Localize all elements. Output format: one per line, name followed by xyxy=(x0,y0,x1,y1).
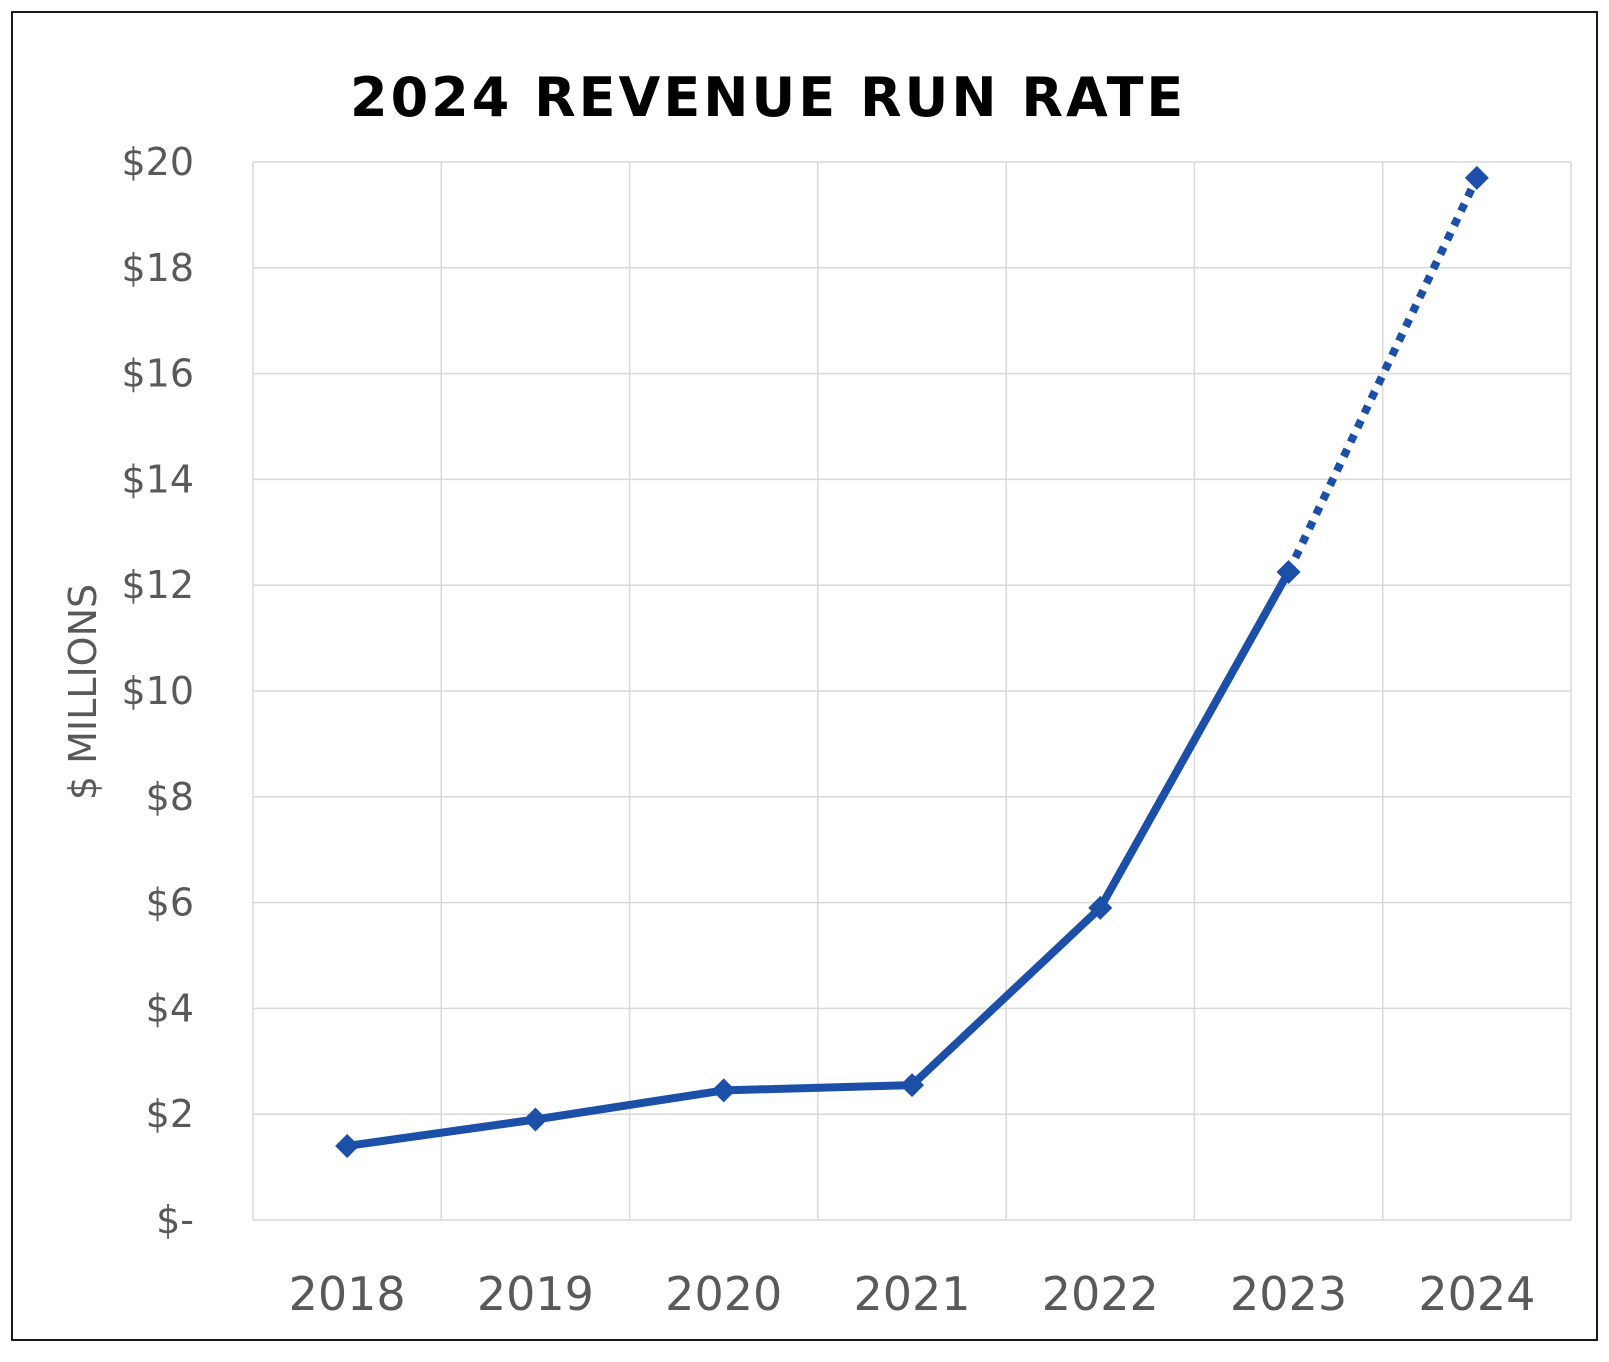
y-tick-label: $8 xyxy=(146,775,194,819)
chart-title: 2024 REVENUE RUN RATE xyxy=(350,66,1186,129)
y-axis-title: $ MILLIONS xyxy=(61,584,105,800)
y-tick-label: $14 xyxy=(121,457,194,501)
data-point-marker xyxy=(711,1078,736,1103)
data-point-marker xyxy=(1464,165,1489,190)
x-tick-label: 2023 xyxy=(1230,1267,1347,1321)
y-tick-label: $4 xyxy=(146,986,194,1030)
x-tick-label: 2022 xyxy=(1042,1267,1159,1321)
x-tick-label: 2018 xyxy=(289,1267,406,1321)
y-axis-ticks: $- $2 $4 $6 $8 $10 $12 $14 $16 $18 $20 xyxy=(121,140,194,1242)
x-axis-ticks: 2018 2019 2020 2021 2022 2023 2024 xyxy=(289,1267,1536,1321)
x-tick-label: 2020 xyxy=(665,1267,782,1321)
x-tick-label: 2024 xyxy=(1418,1267,1535,1321)
chart-frame xyxy=(11,11,1598,1341)
marker-layer xyxy=(335,165,1489,1158)
series-line-actual xyxy=(343,567,1293,1150)
y-tick-label: $16 xyxy=(121,352,194,396)
data-point-marker xyxy=(523,1107,548,1132)
y-tick-label: $2 xyxy=(146,1092,194,1136)
y-tick-label: $- xyxy=(156,1198,194,1242)
data-point-marker xyxy=(1088,895,1113,920)
y-tick-label: $20 xyxy=(121,140,194,184)
data-point-marker xyxy=(900,1073,924,1098)
data-point-marker xyxy=(1276,559,1301,584)
x-tick-label: 2021 xyxy=(853,1267,970,1321)
x-tick-label: 2019 xyxy=(477,1267,594,1321)
y-tick-label: $18 xyxy=(121,246,194,290)
gridlines xyxy=(252,161,1572,1221)
series-layer xyxy=(343,176,1481,1150)
y-tick-label: $10 xyxy=(121,669,194,713)
y-tick-label: $12 xyxy=(121,563,194,607)
y-tick-label: $6 xyxy=(146,881,194,925)
data-point-marker xyxy=(335,1133,360,1158)
